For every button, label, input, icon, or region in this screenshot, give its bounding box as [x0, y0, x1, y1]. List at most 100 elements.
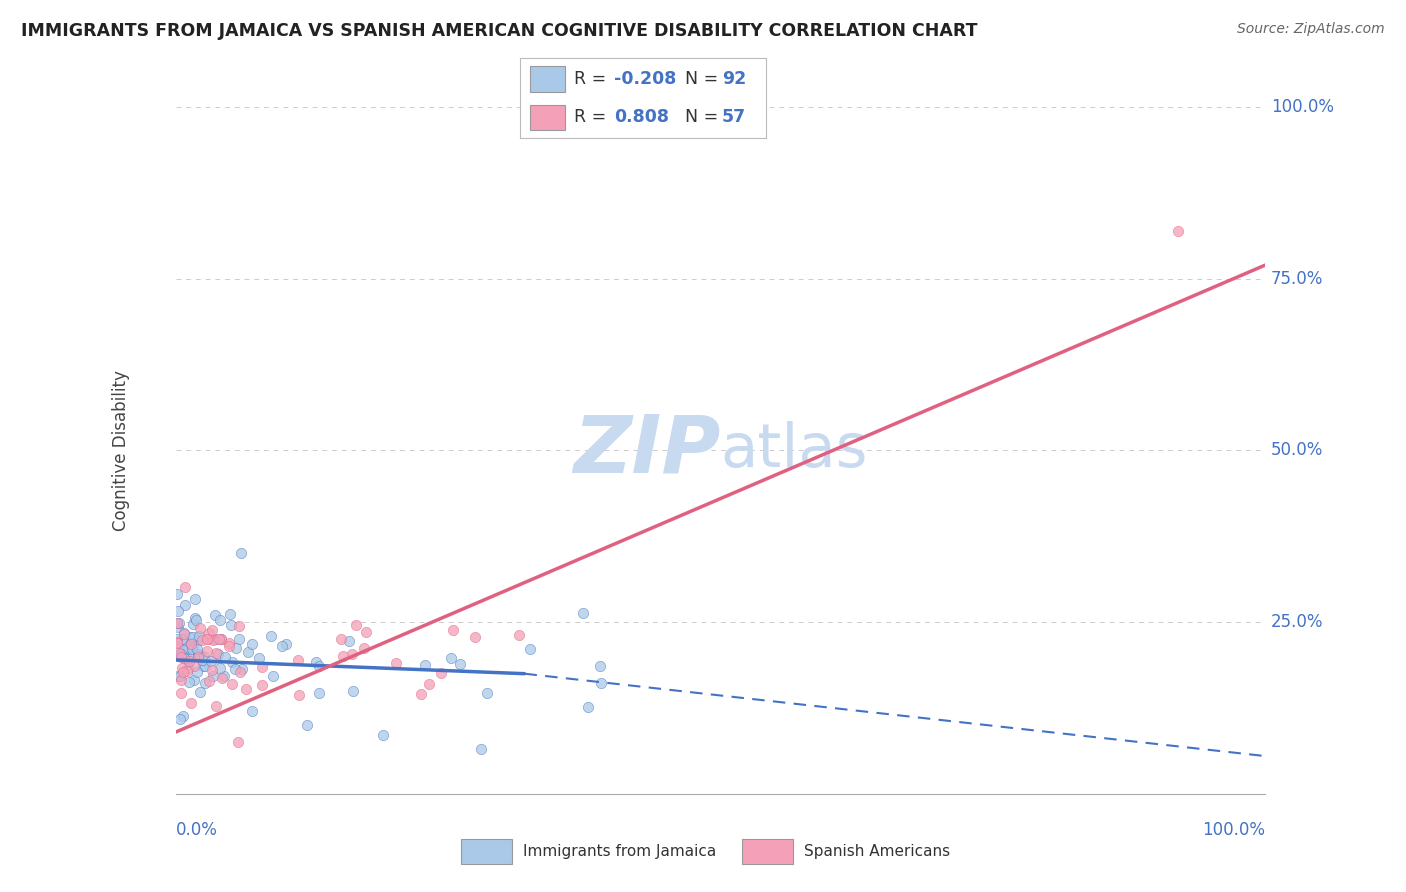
Text: 25.0%: 25.0% — [1271, 613, 1323, 632]
Point — [228, 735, 250, 749]
Text: 100.0%: 100.0% — [1202, 822, 1265, 839]
Point — [187, 647, 209, 661]
Point — [179, 648, 201, 663]
Point — [183, 630, 205, 644]
Text: 50.0%: 50.0% — [1271, 442, 1323, 459]
Point — [205, 646, 228, 660]
Point — [308, 659, 330, 673]
Point — [169, 712, 191, 726]
FancyBboxPatch shape — [461, 839, 512, 864]
Point — [191, 659, 214, 673]
Point — [187, 633, 209, 648]
Point — [218, 635, 240, 649]
Point — [166, 648, 188, 663]
Text: -0.208: -0.208 — [613, 70, 676, 87]
Point — [167, 616, 190, 631]
Point — [170, 650, 193, 665]
Point — [186, 642, 208, 657]
Point — [177, 652, 200, 666]
Point — [166, 615, 188, 630]
FancyBboxPatch shape — [530, 104, 565, 130]
Point — [591, 675, 613, 690]
Point — [173, 626, 195, 640]
Point — [208, 661, 231, 675]
Point — [167, 648, 190, 663]
Point — [167, 604, 190, 618]
Point — [166, 635, 188, 649]
Point — [200, 654, 222, 668]
Text: Source: ZipAtlas.com: Source: ZipAtlas.com — [1237, 22, 1385, 37]
Point — [195, 632, 218, 646]
Text: R =: R = — [575, 70, 612, 87]
Text: 57: 57 — [723, 109, 747, 127]
Point — [177, 654, 200, 668]
Text: N =: N = — [685, 70, 724, 87]
Point — [191, 633, 214, 648]
Point — [413, 657, 436, 672]
Point — [231, 546, 253, 561]
Point — [167, 646, 190, 660]
Point — [170, 673, 193, 688]
Point — [207, 647, 229, 661]
Point — [218, 640, 240, 654]
Point — [170, 686, 193, 700]
Point — [204, 632, 226, 646]
Point — [187, 649, 209, 664]
Point — [337, 633, 360, 648]
Point — [287, 653, 309, 667]
Point — [181, 641, 204, 656]
Point — [519, 642, 541, 657]
Point — [250, 678, 273, 692]
Point — [197, 626, 219, 640]
Point — [166, 635, 188, 649]
Point — [194, 654, 217, 668]
Point — [229, 665, 252, 679]
Point — [166, 669, 188, 683]
Point — [236, 645, 259, 659]
Point — [204, 699, 226, 714]
Point — [169, 669, 191, 683]
Point — [250, 660, 273, 674]
Point — [228, 632, 250, 646]
Point — [441, 623, 464, 637]
Point — [1167, 224, 1189, 238]
FancyBboxPatch shape — [530, 66, 565, 92]
Point — [508, 628, 530, 642]
Point — [166, 587, 188, 601]
Point — [197, 643, 219, 657]
Point — [342, 684, 364, 698]
Text: 100.0%: 100.0% — [1271, 98, 1334, 116]
Point — [179, 674, 201, 689]
Point — [181, 640, 204, 654]
Point — [340, 648, 363, 662]
Point — [174, 581, 197, 595]
Point — [186, 665, 208, 679]
Point — [418, 677, 440, 691]
Point — [201, 663, 224, 677]
Point — [329, 632, 352, 647]
Point — [247, 650, 270, 665]
Point — [475, 686, 498, 700]
Point — [201, 623, 224, 637]
Point — [440, 651, 463, 665]
Point — [176, 642, 198, 657]
Point — [197, 673, 219, 688]
Text: atlas: atlas — [721, 421, 868, 480]
Point — [332, 648, 354, 663]
Point — [172, 661, 194, 675]
Point — [180, 636, 202, 650]
Point — [385, 657, 408, 671]
Point — [219, 607, 242, 621]
Point — [172, 643, 194, 657]
Point — [208, 632, 231, 646]
Point — [225, 640, 247, 655]
Point — [181, 616, 204, 631]
Text: ZIP: ZIP — [574, 411, 721, 490]
Point — [166, 615, 188, 630]
Point — [194, 658, 217, 673]
Point — [166, 632, 188, 646]
Point — [344, 618, 367, 632]
Point — [228, 619, 250, 633]
Point — [188, 685, 211, 699]
Point — [576, 699, 599, 714]
